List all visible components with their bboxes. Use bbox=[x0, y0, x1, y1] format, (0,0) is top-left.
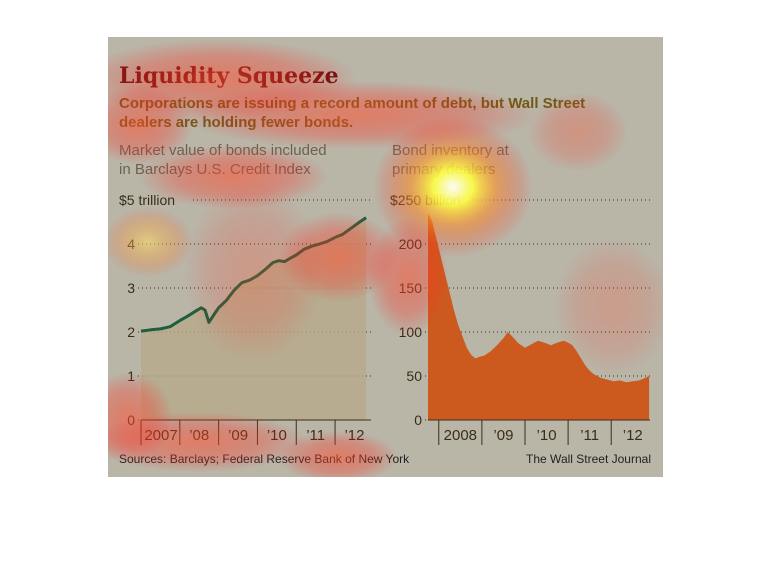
chart-subtitle: Corporations are issuing a record amount… bbox=[119, 95, 586, 131]
y-tick-label: 150 bbox=[399, 280, 423, 296]
x-tick-label: ’10 bbox=[267, 427, 287, 444]
series-area bbox=[428, 213, 650, 420]
right-panel-label-line1: Bond inventory at bbox=[392, 142, 509, 159]
x-tick-label: ’12 bbox=[344, 427, 364, 444]
right-y-unit-label: $250 billion bbox=[390, 192, 461, 208]
x-tick-label: ’10 bbox=[537, 427, 557, 444]
left-panel-label-line1: Market value of bonds included bbox=[119, 142, 327, 159]
chart-title: Liquidity Squeeze bbox=[119, 63, 339, 89]
y-tick-label: 0 bbox=[414, 412, 422, 428]
x-tick-label: ’11 bbox=[306, 427, 325, 444]
source-note: Sources: Barclays; Federal Reserve Bank … bbox=[119, 452, 410, 466]
left-panel-label-line2: in Barclays U.S. Credit Index bbox=[119, 161, 311, 178]
x-tick-label: ’09 bbox=[228, 427, 248, 444]
right-panel-label-line2: primary dealers bbox=[392, 161, 496, 178]
publisher-credit: The Wall Street Journal bbox=[526, 452, 651, 466]
y-tick-label: 2 bbox=[127, 324, 135, 340]
x-tick-label: ’12 bbox=[623, 427, 643, 444]
x-tick-label: 2007 bbox=[144, 427, 177, 444]
y-tick-label: 50 bbox=[406, 368, 422, 384]
x-tick-label: ’11 bbox=[580, 427, 599, 444]
y-tick-label: 200 bbox=[399, 236, 423, 252]
y-tick-label: 1 bbox=[127, 368, 135, 384]
left-panel-label: Market value of bonds included in Barcla… bbox=[119, 141, 327, 179]
right-panel-label: Bond inventory at primary dealers bbox=[392, 141, 509, 179]
y-tick-label: 3 bbox=[127, 280, 135, 296]
x-tick-label: ’08 bbox=[189, 427, 209, 444]
chart-figure: 0 1 2 3 4 2007 ’08 ’09 ’10 ’11 ’12 0 50 100 150 200 200… bbox=[108, 37, 663, 477]
left-y-unit-label: $5 trillion bbox=[119, 192, 176, 208]
y-tick-label: 4 bbox=[127, 236, 135, 252]
x-tick-label: ’09 bbox=[493, 427, 513, 444]
right-panel: 0 50 100 150 200 2008 ’09 ’10 ’11 ’12 bbox=[399, 199, 652, 445]
series-area bbox=[141, 217, 367, 420]
x-tick-label: 2008 bbox=[444, 427, 477, 444]
y-tick-label: 0 bbox=[127, 412, 135, 428]
left-panel: 0 1 2 3 4 2007 ’08 ’09 ’10 ’11 ’12 bbox=[127, 199, 372, 445]
y-tick-label: 100 bbox=[399, 324, 423, 340]
